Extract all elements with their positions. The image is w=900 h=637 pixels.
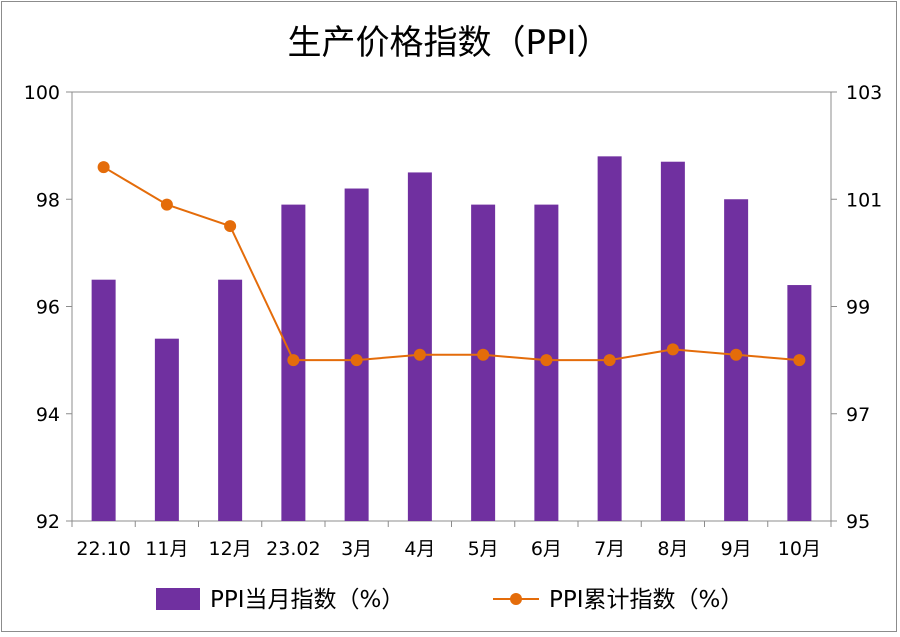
bar-monthly-ppi: [407, 172, 432, 521]
point-cumulative-ppi: [603, 354, 616, 367]
point-cumulative-ppi: [97, 161, 110, 174]
bar-monthly-ppi: [787, 285, 812, 521]
point-cumulative-ppi: [287, 354, 300, 367]
point-cumulative-ppi: [540, 354, 553, 367]
line-cumulative-ppi: [103, 166, 800, 362]
chart-title: 生产价格指数（PPI）: [287, 23, 610, 63]
right-axis-tick-label: 99: [846, 297, 870, 319]
x-axis-tick-label: 7月: [594, 538, 625, 560]
point-cumulative-ppi: [350, 354, 363, 367]
point-cumulative-ppi: [413, 348, 426, 361]
x-axis-tick-label: 9月: [721, 538, 752, 560]
point-cumulative-ppi: [224, 220, 237, 233]
x-axis-tick-label: 6月: [531, 538, 562, 560]
x-axis-tick-label: 3月: [341, 538, 372, 560]
right-axis-tick-label: 95: [846, 511, 870, 533]
bar-monthly-ppi: [218, 279, 243, 521]
x-axis-tick-label: 4月: [404, 538, 435, 560]
legend-bar-swatch: [156, 588, 200, 610]
left-axis-tick-label: 92: [36, 511, 60, 533]
x-axis-tick-label: 11月: [145, 538, 188, 560]
x-axis-tick-label: 5月: [468, 538, 499, 560]
right-axis-tick-label: 101: [846, 189, 882, 211]
bar-monthly-ppi: [597, 156, 622, 521]
right-axis-tick-label: 97: [846, 404, 870, 426]
x-axis-tick-label: 8月: [657, 538, 688, 560]
bar-monthly-ppi: [154, 338, 179, 521]
legend-line-label: PPI累计指数（%）: [549, 587, 743, 613]
right-axis-tick-label: 103: [846, 82, 882, 104]
legend-bar-label: PPI当月指数（%）: [210, 587, 404, 613]
plot-area: 92 94 96 98 100 95 97 99 101 103 22.10 11月 12月 23.02 3…: [24, 82, 883, 560]
point-cumulative-ppi: [160, 198, 173, 211]
bar-monthly-ppi: [471, 204, 496, 522]
point-cumulative-ppi: [730, 348, 743, 361]
legend: PPI当月指数（%） PPI累计指数（%）: [156, 587, 743, 613]
point-cumulative-ppi: [477, 348, 490, 361]
legend-line-marker: [510, 593, 522, 605]
point-cumulative-ppi: [666, 343, 679, 356]
left-axis-tick-label: 98: [36, 189, 60, 211]
plot-border: [71, 91, 832, 522]
left-axis-tick-label: 100: [24, 82, 60, 104]
x-axis-tick-label: 12月: [209, 538, 252, 560]
bar-monthly-ppi: [660, 161, 685, 521]
point-cumulative-ppi: [793, 354, 806, 367]
x-axis-tick-label: 10月: [778, 538, 821, 560]
x-axis-tick-label: 23.02: [266, 538, 320, 560]
x-axis-tick-label: 22.10: [76, 538, 130, 560]
left-axis-tick-label: 94: [36, 404, 60, 426]
bar-monthly-ppi: [91, 279, 116, 521]
left-axis-tick-label: 96: [36, 297, 60, 319]
